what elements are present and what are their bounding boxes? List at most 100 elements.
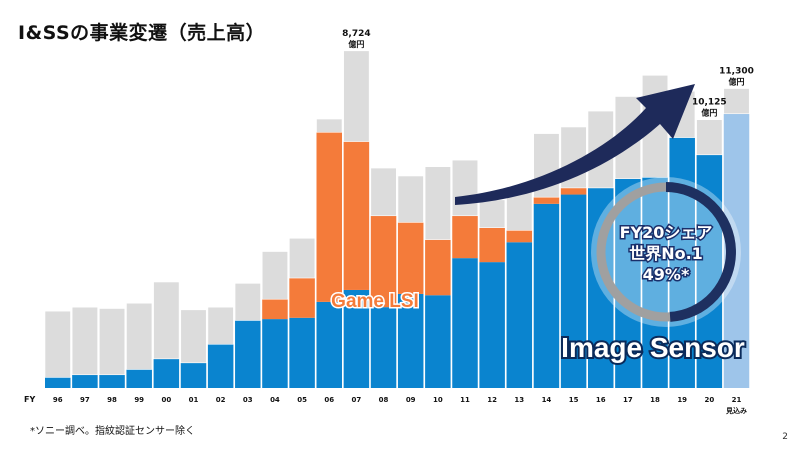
bar-sensor-14	[533, 203, 560, 388]
bar-sensor-12	[479, 262, 505, 388]
x-tick-label: 01	[189, 396, 199, 404]
bar-sensor-13	[506, 242, 533, 388]
donut-text-line: 世界No.1	[629, 244, 703, 263]
x-tick-label: 10	[433, 396, 443, 404]
page-title: I&SSの事業変遷（売上高）	[18, 22, 266, 44]
bar-sensor-97	[72, 374, 98, 388]
bar-other-03	[234, 283, 261, 321]
x-tick-label: 19	[677, 396, 687, 404]
growth-arrow-icon	[455, 84, 695, 205]
bar-sensor-07	[343, 289, 370, 388]
bar-game_lsi-14	[533, 197, 560, 204]
bar-sensor-00	[153, 358, 180, 388]
x-tick-label: 99	[134, 396, 144, 404]
bar-total-label: 10,125	[692, 98, 727, 108]
game-lsi-label: Game LSI	[331, 291, 419, 312]
bar-other-13	[506, 188, 533, 231]
bar-game_lsi-04	[262, 299, 288, 320]
x-tick-label: 12	[487, 396, 497, 404]
bar-other-05	[289, 237, 316, 279]
bar-total-unit: 億円	[348, 39, 364, 49]
bar-other-11	[451, 159, 479, 217]
donut-backdrop	[591, 177, 741, 327]
bar-other-01	[180, 309, 207, 364]
bar-sensor-96	[45, 377, 71, 388]
x-tick-label: 15	[569, 396, 579, 404]
bar-sensor-02	[207, 344, 234, 388]
bar-sensor-05	[289, 317, 315, 388]
x-axis: 96 97 98 99 00 01 02 03 04 05 06 07 08 09 10 11 12 13 14 15…	[24, 29, 754, 415]
bar-other-96	[44, 310, 71, 378]
bar-game_lsi-12	[479, 227, 505, 263]
donut-text-line: 49%*	[643, 265, 690, 284]
bar-other-06	[316, 118, 343, 133]
bar-sensor-99	[126, 369, 152, 388]
x-tick-label: 20	[704, 396, 714, 404]
x-tick-sublabel: 見込み	[725, 406, 747, 415]
x-tick-label: 02	[216, 396, 226, 404]
x-tick-label: 09	[406, 396, 416, 404]
bar-total-label: 8,724	[342, 29, 370, 39]
x-tick-label: 03	[243, 396, 253, 404]
bar-total-label: 11,300	[719, 67, 754, 77]
bar-other-12	[479, 199, 506, 228]
bar-other-20	[696, 119, 723, 156]
x-tick-label: 97	[80, 396, 90, 404]
bar-game_lsi-05	[289, 278, 315, 318]
bar-total-unit: 億円	[701, 108, 717, 118]
bar-sensor-17	[615, 178, 641, 388]
x-tick-label: 98	[107, 396, 117, 404]
donut-text-line: FY20シェア	[620, 223, 713, 242]
bar-sensor-01	[180, 362, 207, 388]
donut-share-arc	[665, 182, 736, 322]
bar-game_lsi-07	[343, 141, 370, 290]
bar-other-08	[370, 167, 397, 217]
bar-game_lsi-06	[316, 132, 342, 302]
bar-game_lsi-15	[560, 187, 587, 195]
bar-game_lsi-09	[397, 222, 424, 294]
bar-other-09	[397, 175, 424, 223]
bar-sensor-06	[316, 301, 342, 388]
bar-game_lsi-10	[425, 239, 451, 296]
x-tick-label: 06	[324, 396, 334, 404]
x-tick-label: 11	[460, 396, 470, 404]
bar-sensor-09	[397, 293, 424, 388]
bar-sensor-10	[425, 295, 451, 388]
bar-other-04	[261, 251, 289, 300]
bar-sensor-11	[452, 258, 478, 388]
bar-other-10	[424, 166, 451, 240]
bar-other-07	[343, 50, 370, 142]
bar-other-97	[71, 306, 98, 376]
bar-other-00	[153, 281, 180, 360]
image-sensor-label: Image Sensor	[561, 332, 745, 363]
x-tick-label: 00	[161, 396, 171, 404]
bar-other-99	[126, 302, 153, 370]
x-tick-label: 21	[732, 396, 742, 404]
x-tick-label: 16	[596, 396, 606, 404]
bar-game_lsi-11	[452, 215, 478, 259]
x-tick-label: 04	[270, 396, 280, 404]
bar-sensor-08	[370, 307, 397, 388]
x-tick-label: 18	[650, 396, 660, 404]
x-axis-prefix: FY	[24, 395, 35, 404]
x-tick-label: 07	[352, 396, 362, 404]
bar-sensor-04	[262, 319, 288, 388]
bar-other-98	[99, 308, 126, 376]
x-tick-label: 96	[53, 396, 63, 404]
x-tick-label: 17	[623, 396, 633, 404]
bar-total-unit: 億円	[729, 77, 745, 87]
bar-game_lsi-13	[506, 230, 533, 243]
bar-other-02	[207, 306, 234, 345]
bar-sensor-19	[669, 137, 695, 388]
bar-sensor-98	[99, 374, 125, 388]
bar-sensor-15	[560, 194, 587, 388]
x-tick-label: 05	[297, 396, 307, 404]
x-tick-label: 14	[542, 396, 552, 404]
footnote: *ソニー調べ。指紋認証センサー除く	[30, 426, 195, 437]
x-tick-label: 08	[379, 396, 389, 404]
bar-game_lsi-08	[370, 215, 397, 308]
bar-sensor-18	[642, 177, 668, 388]
bar-sensor-03	[235, 320, 261, 388]
